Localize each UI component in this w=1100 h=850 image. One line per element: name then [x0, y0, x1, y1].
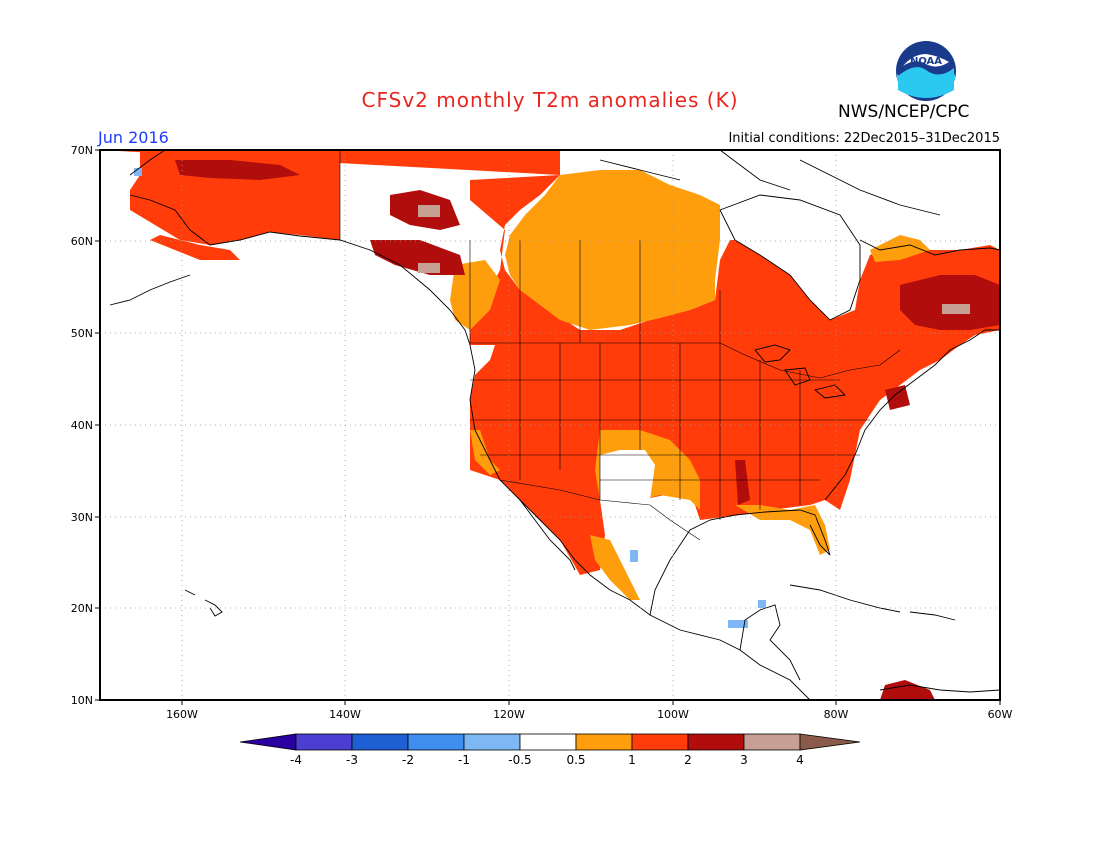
coast-arctic-islands [599, 150, 941, 216]
coast-central-america [739, 604, 801, 681]
latitude-labels: 70N 60N 50N 40N 30N 20N 10N [71, 144, 93, 707]
lat-label: 10N [71, 694, 93, 707]
anomaly-region-bc-darkred [370, 240, 465, 275]
lon-label: 80W [824, 708, 849, 721]
colorbar-cell [519, 733, 577, 751]
colorbar-label: -0.5 [508, 753, 531, 767]
anomaly-region-labrador-orange [870, 235, 930, 262]
colorbar-label: 0.5 [566, 753, 585, 767]
anomaly-region-pacific-orange [470, 430, 500, 475]
colorbar-labels: -4 -3 -2 -1 -0.5 0.5 1 2 3 4 [290, 753, 804, 767]
coastlines [109, 150, 1000, 700]
us-state-lines [470, 343, 870, 520]
coast-hispaniola [909, 611, 956, 621]
anomaly-fields [100, 150, 1000, 700]
anomaly-region-fourcorners-white [600, 450, 655, 500]
anomaly-region-yukon-peak [418, 205, 440, 217]
colorbar-label: 1 [628, 753, 636, 767]
svg-text:NOAA: NOAA [910, 56, 942, 67]
coast-alaska [129, 150, 471, 346]
lat-label: 40N [71, 419, 93, 432]
coast-baja [519, 499, 576, 571]
org-label: NWS/NCEP/CPC [838, 102, 970, 122]
anomaly-region-florida-orange [735, 505, 830, 555]
anomaly-region-alaska-darkred [175, 160, 300, 180]
lat-label: 60N [71, 235, 93, 248]
political-borders [339, 150, 901, 541]
axis-ticks [95, 149, 1001, 705]
anomaly-region-hudson-white [720, 190, 860, 320]
coast-west [469, 344, 811, 700]
month-label: Jun 2016 [98, 128, 169, 147]
canada-province-lines [469, 240, 721, 343]
colorbar-cell [687, 733, 745, 751]
colorbar-cell [407, 733, 465, 751]
lat-label: 50N [71, 327, 93, 340]
graticule [100, 150, 1000, 700]
colorbar-cell [351, 733, 409, 751]
coast-gulf [649, 509, 831, 616]
colorbar-label: 2 [684, 753, 692, 767]
anomaly-region-mexico-blue [630, 550, 638, 562]
coast-cuba [789, 584, 901, 613]
lat-label: 20N [71, 602, 93, 615]
anomaly-region-bc-peak [418, 263, 440, 273]
colorbar-label: -4 [290, 753, 302, 767]
anomaly-region-yucatan-blue [728, 620, 748, 628]
coast-east [824, 329, 1000, 501]
colorbar-cell [575, 733, 633, 751]
colorbar-cell [743, 733, 801, 751]
anomaly-region-alaska [100, 150, 1000, 575]
lat-label: 30N [71, 511, 93, 524]
coast-hudson-bay [719, 194, 861, 321]
coast-venezuela [879, 684, 1000, 693]
coast-labrador [859, 239, 1000, 256]
colorbar-cell [295, 733, 353, 751]
anomaly-region-quebec-peak [942, 304, 970, 314]
coast-aleutians [109, 274, 191, 306]
anomaly-region-arctic-blue [134, 168, 142, 176]
lon-label: 120W [493, 708, 525, 721]
coast-hawaii [184, 589, 223, 617]
anomaly-region-mexico-orange [590, 535, 640, 600]
colorbar-label: 4 [796, 753, 804, 767]
colorbar-label: -1 [458, 753, 470, 767]
colorbar-label: -3 [346, 753, 358, 767]
initial-conditions: Initial conditions: 22Dec2015–31Dec2015 [728, 131, 1000, 146]
colorbar [239, 733, 861, 751]
noaa-logo: NOAA [896, 41, 956, 101]
anomaly-region-southcentral-darkred [735, 460, 750, 505]
colorbar-label: -2 [402, 753, 414, 767]
colorbar-cell [463, 733, 521, 751]
lon-label: 100W [657, 708, 689, 721]
colorbar-cell [239, 733, 297, 751]
longitude-labels: 160W 140W 120W 100W 80W 60W [166, 708, 1012, 721]
colorbar-label: 3 [740, 753, 748, 767]
anomaly-region-caribbean-darkred [880, 680, 935, 700]
anomaly-region-quebec-darkred [900, 275, 1000, 330]
lon-label: 160W [166, 708, 198, 721]
anomaly-region-northeast-darkred [885, 385, 910, 410]
anomaly-region-bc-orange [450, 260, 500, 330]
lon-label: 60W [988, 708, 1013, 721]
anomaly-region-canada-orange [505, 170, 720, 330]
map-title: CFSv2 monthly T2m anomalies (K) [361, 88, 739, 112]
colorbar-cell [799, 733, 861, 751]
lat-label: 70N [71, 144, 93, 157]
anomaly-region-caribbean-blue [758, 600, 766, 608]
lon-label: 140W [329, 708, 361, 721]
colorbar-cell [631, 733, 689, 751]
us-mexico-border [499, 479, 701, 541]
